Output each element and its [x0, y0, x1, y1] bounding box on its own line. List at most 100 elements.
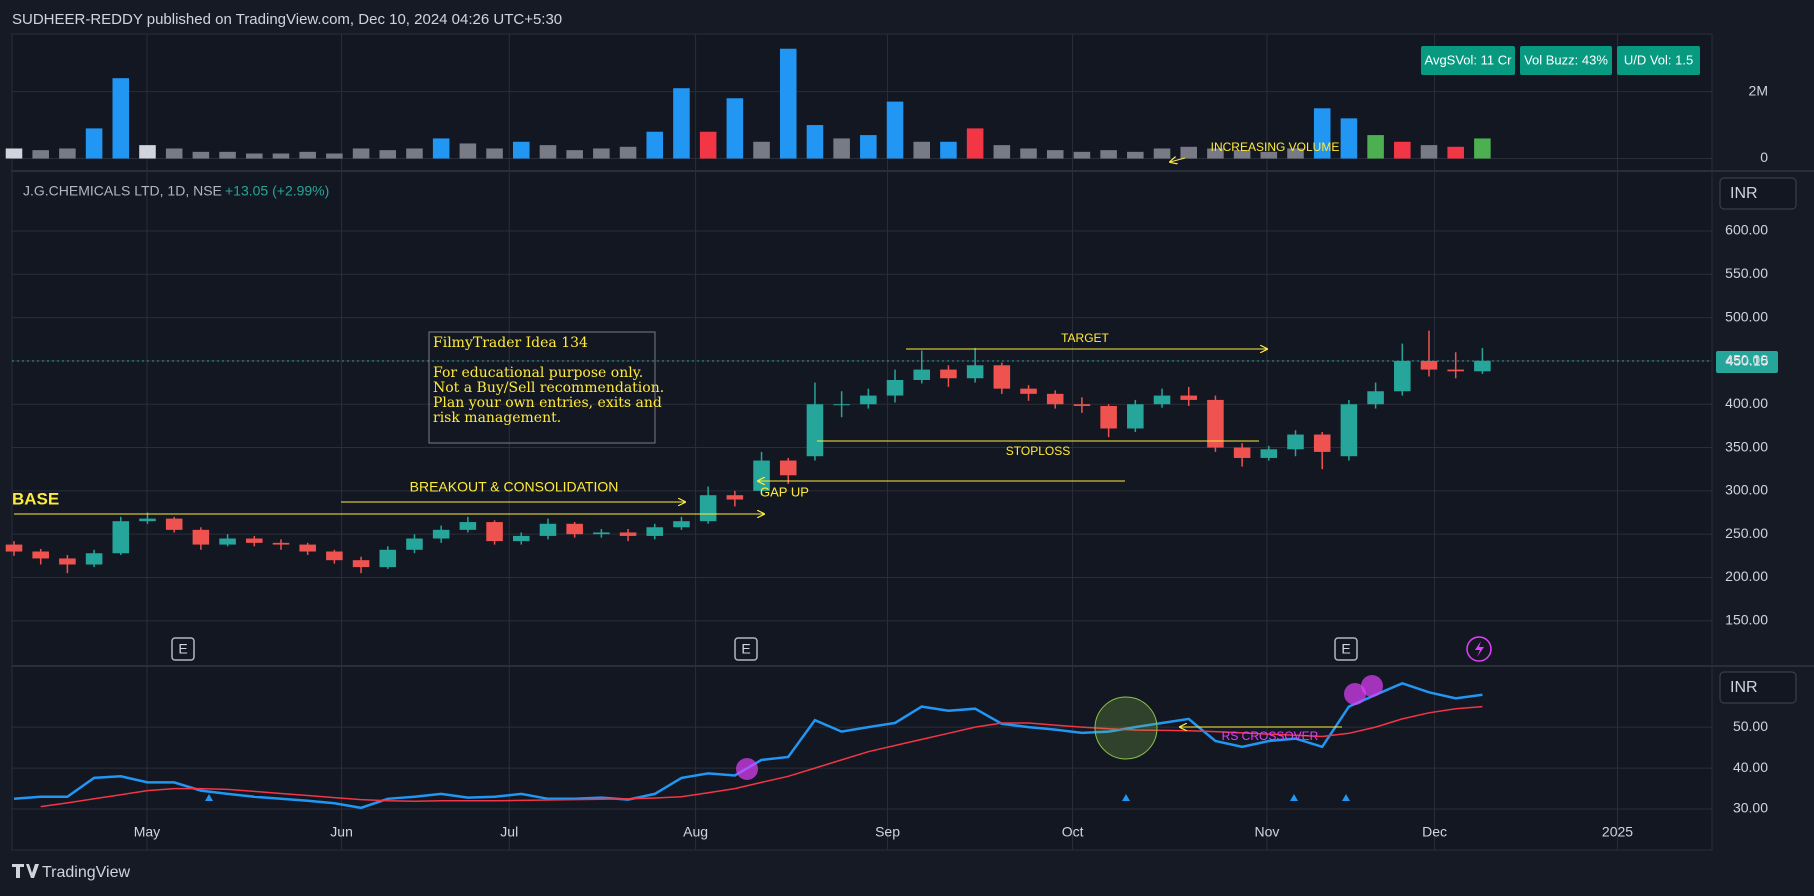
volume-bar — [1474, 138, 1491, 159]
volume-bar — [726, 98, 744, 159]
candle-body — [1020, 388, 1037, 394]
volume-bar — [1394, 141, 1411, 159]
candle-body — [1260, 449, 1278, 458]
candle-body — [1046, 393, 1064, 405]
badge — [1520, 46, 1612, 75]
earnings-label[interactable]: E — [1341, 641, 1350, 657]
candle-body — [619, 532, 637, 536]
candle-body — [806, 404, 824, 457]
annotation: GAP UP — [760, 484, 809, 499]
x-tick-label: Oct — [1062, 824, 1084, 840]
volume-bar — [246, 153, 263, 159]
annotation: STOPLOSS — [1006, 444, 1070, 458]
volume-bar — [1340, 118, 1358, 159]
volume-bar — [1287, 148, 1304, 159]
y-tick-label: 500.00 — [1725, 308, 1768, 324]
candle-body — [5, 544, 23, 552]
earnings-marker[interactable] — [734, 637, 758, 661]
last-price: 450.15 — [1726, 353, 1769, 369]
y-tick-label: 2M — [1749, 82, 1768, 98]
candle-body — [566, 523, 583, 535]
rs-highlight — [736, 758, 758, 780]
volume-bar — [860, 135, 877, 159]
price-change: +13.05 (+2.99%) — [225, 183, 329, 199]
candle-body — [165, 518, 183, 530]
candle-body — [913, 369, 931, 380]
volume-bar — [593, 148, 610, 159]
candle-body — [539, 523, 557, 536]
candle-body — [1313, 434, 1331, 452]
candle-body — [1233, 447, 1251, 458]
volume-bar — [406, 148, 423, 159]
rs-highlight — [1361, 675, 1383, 697]
annotation: BREAKOUT & CONSOLIDATION — [410, 479, 619, 495]
x-tick-label: 2025 — [1602, 824, 1633, 840]
badge — [1421, 46, 1515, 75]
volume-bar — [1153, 148, 1171, 159]
candle-body — [85, 553, 103, 565]
highlight-circle — [1094, 696, 1158, 760]
candle-body — [1207, 399, 1224, 448]
event-icon[interactable] — [1466, 636, 1492, 662]
currency-box[interactable] — [1719, 177, 1797, 210]
volume-bar — [886, 101, 904, 159]
earnings-marker[interactable] — [171, 637, 195, 661]
logo — [12, 864, 39, 878]
candle-body — [406, 538, 423, 550]
candle-body — [432, 529, 450, 539]
volume-bar — [646, 131, 664, 159]
candle-body — [886, 379, 904, 396]
y-tick-label: 50.00 — [1733, 718, 1768, 734]
volume-bar — [5, 148, 23, 159]
y-tick-label: 350.00 — [1725, 438, 1768, 454]
candle-body — [1420, 360, 1438, 370]
volume-bar — [165, 148, 183, 159]
volume-bar — [512, 141, 530, 159]
volume-bar — [379, 150, 397, 159]
y-tick-label: 450.00 — [1725, 352, 1768, 368]
volume-bar — [619, 146, 637, 159]
currency-box[interactable] — [1719, 671, 1797, 704]
currency[interactable]: INR — [1730, 679, 1758, 696]
footer-brand: TradingView — [42, 864, 130, 881]
event-icon — [1475, 641, 1484, 657]
candle-body — [779, 460, 797, 476]
volume-bar — [219, 151, 236, 159]
earnings-marker[interactable] — [1334, 637, 1358, 661]
volume-bar — [1180, 146, 1197, 159]
candle-body — [1127, 404, 1144, 429]
earnings-label[interactable]: E — [178, 641, 187, 657]
rs-line — [40, 705, 1483, 808]
currency[interactable]: INR — [1730, 185, 1758, 202]
x-tick-label: Sep — [875, 824, 900, 840]
volume-bar — [112, 78, 130, 159]
volume-bar — [272, 153, 290, 159]
note-line: risk management. — [433, 410, 561, 426]
volume-bar — [753, 141, 770, 159]
candle-body — [833, 404, 850, 406]
note-box — [428, 331, 656, 444]
badge — [1617, 46, 1700, 75]
y-tick-label: 150.00 — [1725, 612, 1768, 628]
badge-label: U/D Vol: 1.5 — [1624, 52, 1693, 67]
volume-bar — [1020, 148, 1037, 159]
note-line: Plan your own entries, exits and — [433, 395, 662, 411]
volume-bar — [1420, 145, 1438, 159]
volume-bar — [1127, 151, 1144, 159]
candle-body — [1474, 360, 1491, 372]
earnings-label[interactable]: E — [741, 641, 750, 657]
volume-bar — [192, 151, 210, 159]
volume-bar — [1367, 135, 1384, 159]
last-price-box — [1716, 351, 1778, 373]
candle-body — [1073, 404, 1091, 406]
y-tick-label: 30.00 — [1733, 800, 1768, 816]
annotation-line — [1170, 158, 1186, 162]
candle-body — [352, 560, 370, 568]
candle-body — [326, 551, 343, 561]
candle-body — [512, 535, 530, 542]
volume-bar — [1313, 108, 1331, 159]
volume-bar — [139, 145, 156, 159]
grid — [12, 34, 1712, 850]
badge-label: Vol Buzz: 43% — [1524, 52, 1608, 67]
volume-bar — [539, 145, 557, 159]
